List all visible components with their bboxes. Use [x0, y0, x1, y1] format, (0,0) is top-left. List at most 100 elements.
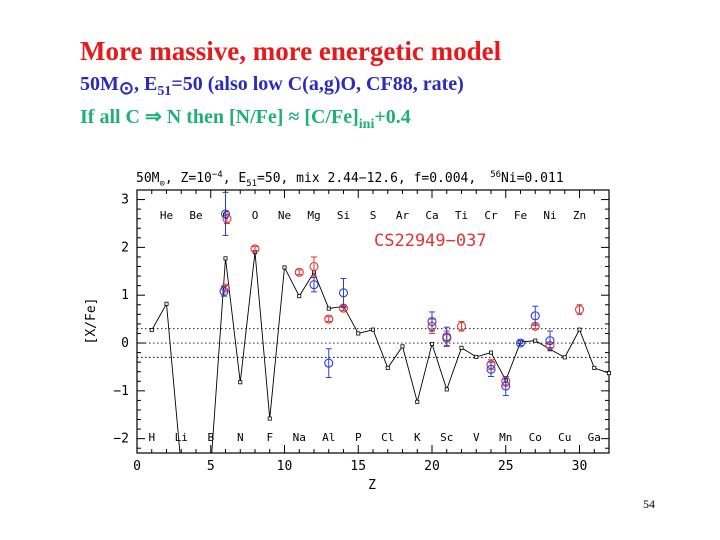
data-point: [574, 304, 585, 315]
element-label: S: [370, 209, 377, 222]
x-tick-label: 10: [277, 459, 293, 474]
y-axis-label: [X/Fe]: [84, 298, 99, 345]
data-point: [309, 261, 319, 272]
model-point: [282, 265, 287, 270]
element-label: Zn: [573, 209, 586, 222]
model-point: [238, 380, 243, 385]
model-point: [149, 328, 154, 333]
model-point: [459, 345, 464, 350]
energy-value-text: =50 (also low C(a,g)O, CF88, rate): [171, 73, 464, 95]
plot-area: 051015202530−2−10123HeBeCONeMgSiSArCaTiC…: [113, 189, 612, 474]
model-params-line: 50M⊙, E51=50 (also low C(a,g)O, CF88, ra…: [80, 73, 464, 100]
model-point: [474, 354, 479, 359]
model-point: [297, 294, 302, 299]
nitrogen-note-line: If all C ⇒ N then [N/Fe] ≈ [C/Fe]ini+0.4: [80, 104, 411, 133]
data-point: [324, 358, 334, 368]
x-tick-label: 25: [498, 459, 514, 474]
star-label: CS22949−037: [374, 231, 487, 251]
element-label: Li: [175, 431, 188, 444]
nitrogen-note-text: If all C ⇒ N then [N/Fe] ≈ [C/Fe]: [80, 106, 359, 128]
x-tick-label: 15: [350, 459, 366, 474]
element-label: Mg: [307, 209, 320, 222]
data-point: [219, 286, 229, 296]
model-point: [370, 327, 375, 332]
model-point: [267, 416, 272, 421]
element-label: H: [148, 431, 155, 444]
model-point: [164, 301, 169, 306]
element-label: Cu: [558, 431, 571, 444]
element-label: Fe: [514, 209, 527, 222]
element-label: Co: [529, 431, 542, 444]
data-point: [338, 288, 349, 298]
mass-text: 50M: [80, 73, 119, 95]
element-label: Ni: [543, 209, 556, 222]
element-label: Ga: [588, 431, 601, 444]
page-number: 54: [643, 497, 655, 511]
data-point: [222, 214, 232, 224]
model-point: [562, 355, 567, 360]
element-label: Sc: [440, 431, 453, 444]
model-point: [592, 365, 597, 370]
element-label: P: [355, 431, 362, 444]
data-point: [456, 321, 467, 331]
data-point: [294, 267, 304, 277]
data-point: [324, 314, 334, 324]
model-point: [533, 338, 538, 343]
x-tick-label: 30: [572, 459, 588, 474]
data-point: [515, 338, 526, 348]
data-point: [427, 316, 437, 327]
data-point: [220, 209, 231, 219]
element-label: V: [473, 431, 480, 444]
element-label: Ca: [425, 209, 438, 222]
data-point: [501, 381, 511, 391]
element-label: Cr: [484, 209, 498, 222]
element-label: O: [252, 209, 259, 222]
element-label: Ti: [455, 209, 468, 222]
nitrogen-note-offset: +0.4: [374, 106, 411, 128]
element-label: K: [414, 431, 421, 444]
data-point: [486, 364, 496, 374]
element-label: Al: [322, 431, 335, 444]
chart-header: 50M⊙, Z=10−4, E51=50, mix 2.44−12.6, f=0…: [136, 170, 564, 189]
data-point: [530, 311, 540, 321]
x-tick-label: 0: [133, 459, 141, 474]
model-point: [415, 399, 420, 404]
data-point: [545, 336, 555, 346]
model-point: [577, 327, 582, 332]
model-point: [326, 306, 331, 311]
model-point: [444, 387, 449, 392]
model-point: [607, 371, 612, 376]
x-tick-label: 5: [207, 459, 215, 474]
element-label: He: [160, 209, 173, 222]
y-tick-label: 0: [121, 336, 129, 351]
energy-subscript: 51: [157, 84, 172, 99]
slide-title: More massive, more energetic model: [80, 36, 502, 66]
x-tick-label: 20: [424, 459, 440, 474]
model-point: [488, 350, 493, 355]
element-label: Na: [293, 431, 306, 444]
y-tick-label: 3: [121, 193, 129, 208]
element-label: Ne: [278, 209, 291, 222]
model-point: [400, 344, 405, 349]
model-point: [223, 256, 228, 261]
y-tick-label: 2: [121, 240, 129, 255]
model-point: [385, 365, 390, 370]
element-label: F: [266, 431, 273, 444]
x-axis-label: Z: [368, 478, 376, 493]
ini-subscript: ini: [358, 117, 375, 132]
element-label: Cl: [381, 431, 394, 444]
model-point: [356, 331, 361, 336]
element-label: B: [207, 431, 214, 444]
data-point: [442, 332, 452, 342]
element-label: Ar: [396, 209, 410, 222]
y-tick-label: −1: [113, 384, 129, 399]
element-label: Be: [189, 209, 202, 222]
sun-symbol-icon: ⊙: [118, 78, 134, 98]
element-label: N: [237, 431, 244, 444]
data-point: [309, 280, 319, 290]
y-tick-label: 1: [121, 288, 129, 303]
energy-text: , E: [133, 73, 158, 95]
y-tick-label: −2: [113, 432, 129, 447]
element-label: Si: [337, 209, 350, 222]
